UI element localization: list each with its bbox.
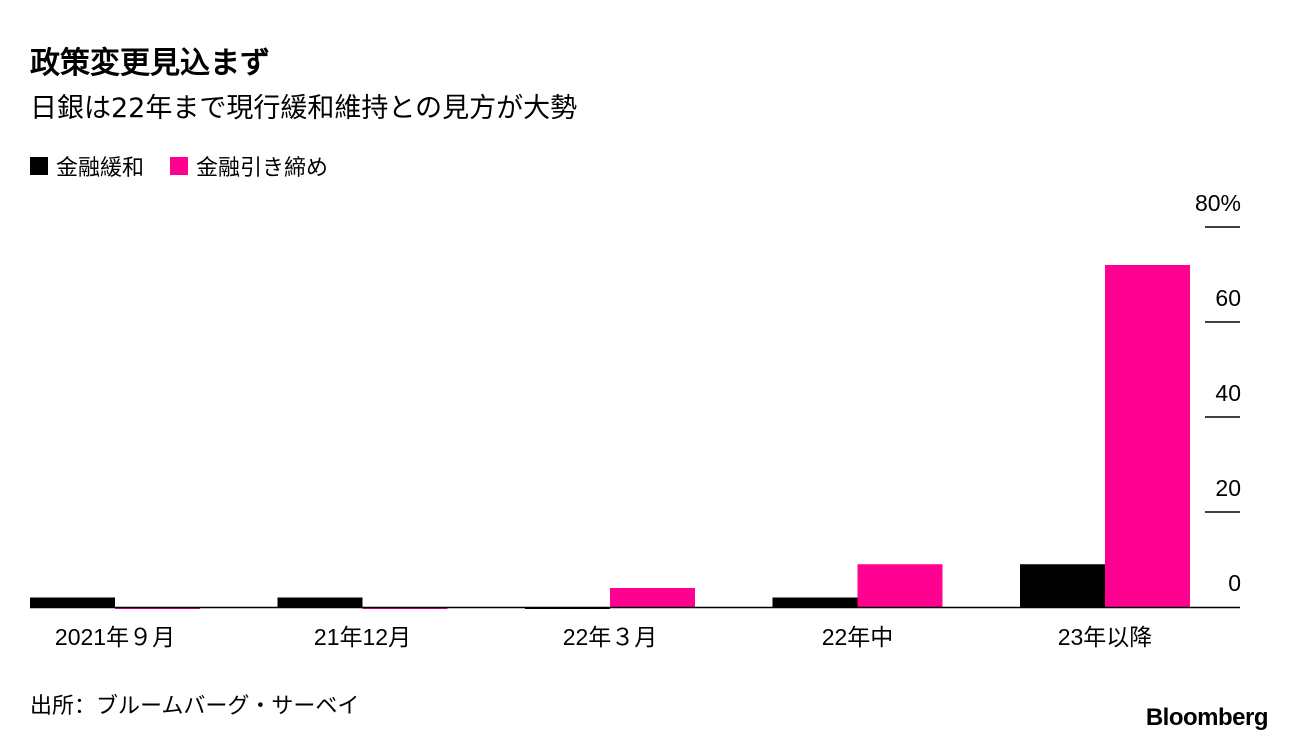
x-tick-label: 22年中 (822, 624, 894, 650)
source-note: 出所：ブルームバーグ・サーベイ (30, 694, 360, 719)
y-tick-label: 20 (1215, 475, 1241, 501)
x-tick-label: 2021年９月 (55, 624, 175, 650)
x-tick-label: 23年以降 (1058, 624, 1153, 650)
bar-easing (772, 597, 858, 607)
bar-tightening (857, 564, 943, 607)
y-tick-label: 60 (1215, 285, 1241, 311)
bar-easing (30, 597, 115, 607)
chart-title: 政策変更見込まず (30, 46, 270, 81)
bar-easing (1020, 564, 1105, 607)
legend-item-easing: 金融緩和 (30, 150, 144, 182)
legend-label-tightening: 金融引き締め (196, 156, 329, 181)
legend-label-easing: 金融緩和 (56, 156, 145, 181)
legend-item-tightening: 金融引き締め (170, 150, 328, 182)
legend: 金融緩和 金融引き締め (30, 150, 346, 182)
x-tick-label: 22年３月 (563, 624, 658, 650)
y-tick-label: 0 (1228, 570, 1241, 596)
legend-swatch-tightening (170, 157, 189, 175)
legend-swatch-easing (30, 157, 48, 175)
x-tick-label: 21年12月 (314, 624, 411, 650)
y-tick-label: 80% (1195, 190, 1241, 216)
bloomberg-logo: Bloomberg (1145, 704, 1269, 731)
bar-tightening (610, 588, 695, 607)
y-tick-label: 40 (1215, 380, 1241, 406)
bar-tightening (1105, 265, 1190, 607)
chart-subtitle: 日銀は22年まで現行緩和維持との見方が大勢 (30, 93, 578, 124)
bar-easing (277, 597, 363, 607)
